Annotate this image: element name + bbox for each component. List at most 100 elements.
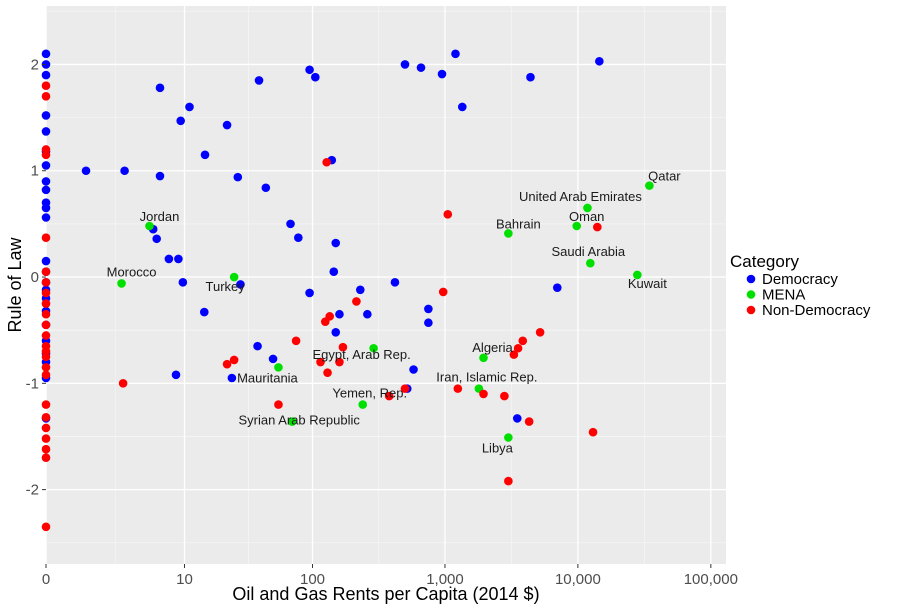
point-democracy	[294, 233, 303, 243]
legend-label: MENA	[762, 287, 805, 304]
point-non-democracy	[518, 336, 528, 346]
point-non-democracy	[588, 427, 598, 437]
point-democracy	[526, 72, 535, 82]
point-democracy	[331, 238, 341, 248]
point-democracy	[41, 49, 51, 59]
point-non-democracy	[438, 287, 448, 297]
point-annotation: Morocco	[107, 264, 157, 279]
point-annotation: Kuwait	[628, 276, 667, 291]
point-non-democracy	[291, 336, 301, 346]
point-democracy	[311, 72, 320, 82]
point-democracy	[185, 102, 194, 112]
point-democracy	[236, 280, 245, 289]
x-tick-label: 100	[300, 571, 325, 588]
point-democracy	[552, 283, 562, 292]
point-non-democracy	[41, 453, 51, 463]
point-democracy	[390, 278, 400, 287]
point-annotation: Iran, Islamic Rep.	[436, 370, 537, 385]
legend-key	[746, 274, 756, 284]
point-non-democracy	[352, 297, 361, 306]
point-mena	[633, 270, 642, 280]
point-democracy	[254, 76, 264, 85]
point-democracy	[41, 177, 51, 186]
x-tick-label: 10,000	[555, 571, 601, 588]
point-non-democracy	[41, 413, 51, 422]
point-non-democracy	[41, 331, 51, 340]
point-democracy	[451, 49, 460, 59]
point-democracy	[171, 370, 181, 380]
data-points	[41, 49, 654, 532]
point-democracy	[457, 102, 467, 112]
point-annotation: Libya	[482, 441, 514, 456]
point-mena	[358, 400, 368, 409]
point-non-democracy	[513, 343, 523, 353]
legend-label: Democracy	[762, 271, 838, 288]
point-non-democracy	[41, 434, 51, 443]
point-democracy	[176, 116, 185, 126]
point-democracy	[286, 219, 295, 229]
point-annotation: Qatar	[648, 169, 681, 184]
point-democracy	[335, 309, 344, 319]
point-democracy	[233, 172, 243, 182]
point-non-democracy	[41, 81, 51, 91]
point-democracy	[41, 256, 51, 266]
point-non-democracy	[41, 363, 51, 372]
point-mena	[645, 181, 654, 190]
point-non-democracy	[41, 267, 51, 277]
point-democracy	[305, 288, 314, 298]
point-democracy	[268, 354, 278, 364]
point-annotation: Jordan	[140, 209, 180, 224]
y-tick-label: 1	[31, 163, 39, 180]
point-democracy	[155, 171, 165, 181]
point-democracy	[424, 318, 433, 328]
plot-panel	[46, 6, 726, 564]
x-tick-label: 10	[176, 571, 193, 588]
point-non-democracy	[41, 233, 51, 243]
point-non-democracy	[316, 357, 325, 367]
point-democracy	[164, 254, 174, 264]
point-democracy	[305, 65, 314, 75]
point-democracy	[355, 285, 365, 295]
point-mena	[586, 258, 595, 268]
legend-label: Non-Democracy	[762, 302, 871, 319]
point-non-democracy	[384, 391, 394, 401]
point-democracy	[227, 373, 237, 383]
point-democracy	[152, 234, 161, 244]
point-non-democracy	[335, 357, 344, 367]
point-democracy	[512, 414, 522, 423]
point-non-democracy	[41, 522, 51, 532]
point-democracy	[41, 70, 51, 80]
point-non-democracy	[222, 359, 232, 369]
point-democracy	[41, 185, 51, 195]
point-democracy	[416, 63, 426, 72]
point-mena	[229, 272, 239, 282]
point-non-democracy	[41, 352, 51, 362]
point-democracy	[41, 111, 51, 120]
x-tick-label: 1,000	[426, 571, 464, 588]
point-non-democracy	[274, 400, 283, 409]
point-annotation: Oman	[569, 209, 604, 224]
point-democracy	[409, 365, 418, 374]
point-mena	[287, 417, 297, 426]
point-mena	[504, 433, 513, 442]
point-annotation: Turkey	[206, 279, 246, 294]
point-mena	[572, 221, 582, 231]
legend-key	[746, 305, 756, 315]
point-non-democracy	[479, 389, 488, 399]
point-non-democracy	[500, 391, 509, 401]
point-democracy	[331, 327, 341, 337]
y-tick-label: 0	[31, 269, 39, 286]
point-non-democracy	[41, 400, 51, 409]
point-non-democracy	[41, 423, 51, 433]
point-annotation: Syrian Arab Republic	[238, 413, 360, 428]
point-democracy	[200, 150, 210, 160]
legend-key	[746, 290, 756, 299]
point-democracy	[595, 56, 604, 66]
point-non-democracy	[453, 384, 463, 393]
point-democracy	[222, 120, 232, 130]
point-mena	[504, 229, 513, 238]
point-democracy	[253, 341, 262, 351]
point-non-democracy	[41, 150, 51, 160]
